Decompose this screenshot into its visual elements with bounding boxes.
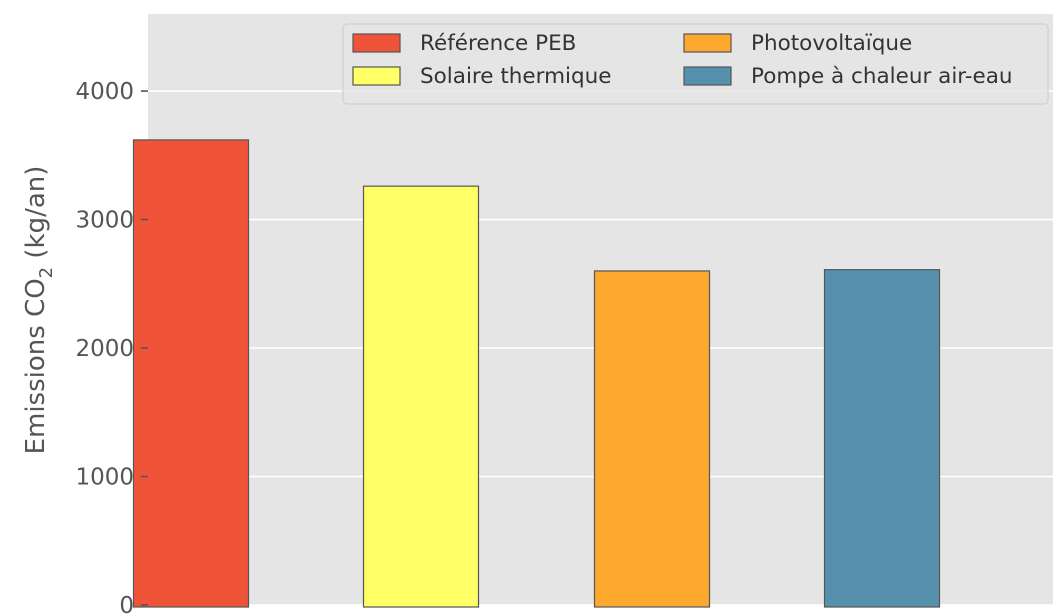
y-axis-label-prefix: Emissions CO: [21, 278, 51, 454]
y-tick-label: 2000: [75, 336, 134, 362]
bar: [593, 270, 711, 608]
y-axis: 0 1000 2000 3000 4000: [75, 79, 148, 614]
y-tick-label: 0: [119, 593, 134, 614]
legend-label: Photovoltaïque: [751, 31, 912, 56]
legend-swatch: [352, 66, 401, 86]
legend-label: Pompe à chaleur air-eau: [751, 64, 1013, 89]
bar: [823, 269, 941, 608]
y-axis-label-suffix: (kg/an): [21, 166, 51, 267]
legend-swatch: [352, 33, 401, 53]
legend-frame: [342, 23, 1049, 105]
y-tick-label: 1000: [75, 465, 134, 491]
bar: [362, 185, 480, 608]
bar: [132, 139, 250, 608]
legend-label: Solaire thermique: [420, 64, 612, 89]
legend-swatch: [683, 66, 732, 86]
y-tick-label: 4000: [75, 79, 134, 105]
y-axis-label: Emissions CO2 (kg/an): [21, 166, 57, 455]
y-axis-label-subscript: 2: [36, 267, 57, 278]
legend-swatch: [683, 33, 732, 53]
legend: Référence PEB Solaire thermique Photovolta…: [342, 23, 1049, 105]
bars: [132, 139, 941, 608]
legend-label: Référence PEB: [420, 31, 576, 56]
y-tick-label: 3000: [75, 208, 134, 234]
